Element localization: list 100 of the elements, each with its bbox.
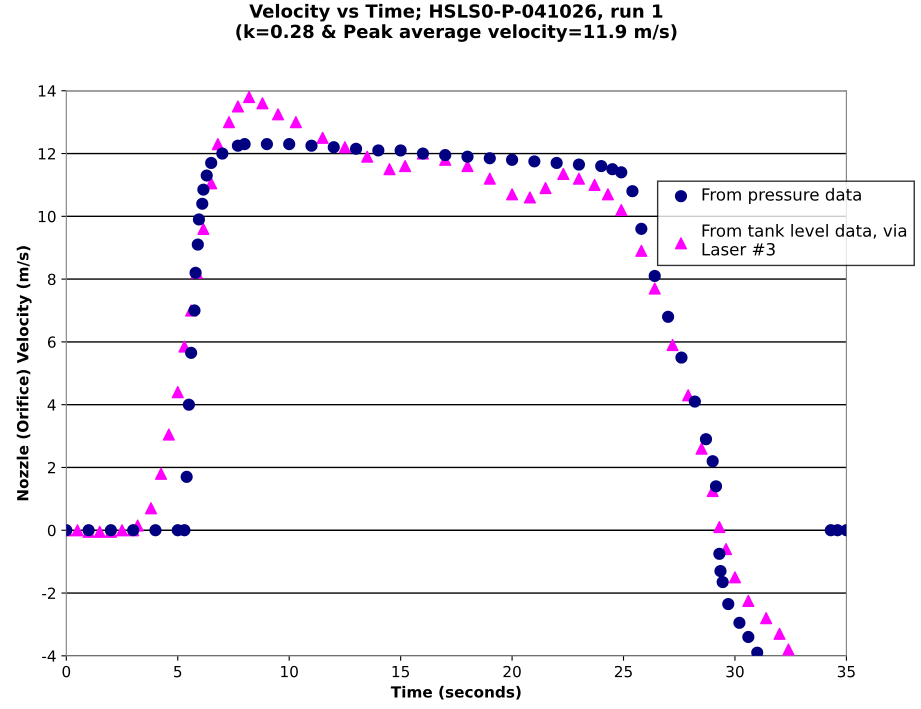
- point: [524, 191, 536, 204]
- point: [461, 150, 474, 163]
- point: [372, 144, 384, 156]
- point: [550, 156, 563, 170]
- point: [196, 198, 208, 210]
- point: [506, 154, 518, 166]
- point: [675, 352, 688, 364]
- point: [256, 97, 269, 110]
- point: [635, 244, 648, 257]
- point: [154, 468, 168, 480]
- x-axis-title: Time (seconds): [390, 686, 521, 700]
- point: [588, 178, 601, 192]
- y-tick-label: 6: [48, 336, 56, 348]
- point: [635, 222, 648, 235]
- point: [742, 594, 754, 607]
- point: [615, 166, 628, 178]
- point: [361, 150, 374, 163]
- point: [528, 155, 540, 168]
- x-tick-label: 30: [726, 666, 744, 678]
- point: [484, 172, 496, 185]
- point: [272, 108, 284, 120]
- x-tick-label: 20: [503, 666, 521, 678]
- point: [662, 310, 674, 323]
- point: [733, 616, 746, 629]
- point: [192, 238, 204, 251]
- point: [305, 140, 318, 152]
- x-tick-label: 10: [281, 666, 298, 678]
- point: [484, 152, 496, 164]
- point: [197, 184, 210, 196]
- point: [383, 163, 396, 176]
- x-tick-label: 0: [62, 666, 70, 678]
- point: [222, 116, 236, 128]
- y-tick-label: -2: [42, 588, 56, 599]
- point: [316, 132, 329, 144]
- point: [197, 222, 210, 235]
- point: [260, 138, 273, 150]
- point: [71, 524, 84, 536]
- point: [180, 470, 193, 483]
- legend-label: From pressure data: [702, 188, 861, 204]
- point: [706, 455, 719, 468]
- point: [162, 428, 175, 441]
- point: [626, 185, 639, 198]
- point: [192, 213, 205, 226]
- point: [700, 433, 712, 446]
- point: [94, 526, 106, 538]
- x-tick-label: 15: [392, 666, 410, 678]
- point: [328, 141, 340, 154]
- point: [172, 386, 184, 398]
- y-tick-label: 4: [48, 399, 56, 410]
- point: [666, 338, 679, 352]
- x-tick-label: 25: [614, 666, 632, 678]
- point: [539, 182, 552, 194]
- y-tick-label: 10: [38, 210, 56, 222]
- point: [144, 502, 158, 514]
- y-tick-label: -4: [42, 650, 56, 662]
- point: [338, 141, 351, 154]
- x-tick-label: 5: [174, 666, 182, 678]
- point: [283, 138, 296, 150]
- point: [350, 142, 362, 155]
- point: [714, 564, 727, 578]
- point: [399, 160, 412, 172]
- point: [648, 282, 661, 295]
- point: [188, 304, 201, 317]
- point: [572, 172, 586, 185]
- point: [782, 643, 795, 656]
- point: [232, 100, 244, 113]
- point: [695, 442, 708, 455]
- point: [238, 138, 251, 150]
- chart-title: Velocity vs Time; HSLS0-P-041026, run 1 (k=0.28 & Peak average velocity=11.9 m/s): [236, 4, 676, 42]
- point: [728, 571, 742, 584]
- point: [394, 144, 407, 156]
- point: [710, 480, 722, 492]
- point: [182, 398, 195, 411]
- point: [439, 149, 452, 162]
- y-tick-label: 12: [38, 148, 56, 160]
- y-axis-title: Nozzle (Orifice) Velocity (m/s): [16, 246, 32, 500]
- point: [200, 169, 213, 182]
- legend-label: From tank level data, via Laser #3: [702, 224, 906, 256]
- point: [713, 548, 726, 560]
- point: [713, 521, 726, 534]
- point: [602, 188, 614, 200]
- point: [205, 156, 218, 170]
- point: [572, 158, 586, 171]
- point: [760, 612, 772, 624]
- point: [557, 168, 570, 180]
- point: [116, 524, 128, 536]
- point: [615, 204, 628, 216]
- point: [216, 147, 228, 160]
- y-tick-label: 8: [48, 274, 56, 286]
- point: [773, 628, 786, 640]
- point: [648, 270, 661, 282]
- point: [716, 576, 729, 588]
- point: [722, 598, 734, 610]
- x-tick-label: 35: [838, 666, 855, 678]
- point: [185, 346, 198, 359]
- y-tick-label: 2: [48, 462, 56, 474]
- point: [688, 395, 701, 408]
- point: [290, 116, 302, 128]
- point: [506, 188, 518, 200]
- y-tick-label: 0: [48, 524, 56, 536]
